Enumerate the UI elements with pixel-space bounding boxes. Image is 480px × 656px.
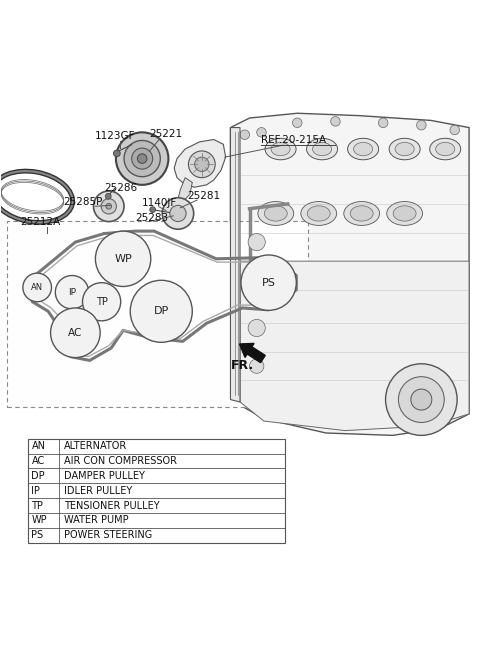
Text: REF.20-215A: REF.20-215A <box>262 135 326 146</box>
Circle shape <box>101 199 116 214</box>
Text: 25221: 25221 <box>149 129 182 139</box>
Circle shape <box>114 150 120 157</box>
Circle shape <box>94 191 124 222</box>
Text: IP: IP <box>68 288 76 297</box>
Text: POWER STEERING: POWER STEERING <box>64 530 153 541</box>
Circle shape <box>250 278 264 292</box>
Text: FR.: FR. <box>230 359 253 371</box>
Text: IP: IP <box>32 485 40 496</box>
Circle shape <box>292 118 302 127</box>
Text: 25212A: 25212A <box>21 217 61 228</box>
Circle shape <box>137 154 147 163</box>
Ellipse shape <box>307 138 337 160</box>
Ellipse shape <box>430 138 461 160</box>
Ellipse shape <box>265 138 296 160</box>
Polygon shape <box>230 127 240 402</box>
Circle shape <box>150 207 156 213</box>
Circle shape <box>170 205 186 222</box>
Circle shape <box>132 148 153 169</box>
Circle shape <box>116 133 168 185</box>
Ellipse shape <box>387 201 422 226</box>
Polygon shape <box>230 113 469 436</box>
Ellipse shape <box>350 206 373 221</box>
Circle shape <box>241 255 296 310</box>
Text: DP: DP <box>154 306 169 316</box>
Text: AIR CON COMPRESSOR: AIR CON COMPRESSOR <box>64 456 178 466</box>
Text: WP: WP <box>32 516 47 525</box>
Ellipse shape <box>301 201 336 226</box>
Circle shape <box>83 283 120 321</box>
Ellipse shape <box>395 142 414 155</box>
Ellipse shape <box>389 138 420 160</box>
Circle shape <box>240 130 250 140</box>
Text: PS: PS <box>262 277 276 288</box>
Ellipse shape <box>354 142 372 155</box>
Ellipse shape <box>436 142 455 155</box>
Circle shape <box>124 140 160 176</box>
Text: AN: AN <box>31 283 43 292</box>
Circle shape <box>248 234 265 251</box>
Circle shape <box>331 117 340 126</box>
Text: WATER PUMP: WATER PUMP <box>64 516 129 525</box>
Circle shape <box>385 364 457 436</box>
Circle shape <box>250 359 264 373</box>
Ellipse shape <box>264 206 287 221</box>
Text: TP: TP <box>96 297 108 307</box>
Ellipse shape <box>393 206 416 221</box>
Text: DP: DP <box>32 471 45 481</box>
Circle shape <box>106 203 112 209</box>
Circle shape <box>162 197 194 229</box>
Circle shape <box>417 121 426 130</box>
Polygon shape <box>240 261 469 430</box>
Text: IDLER PULLEY: IDLER PULLEY <box>64 485 132 496</box>
Ellipse shape <box>258 201 294 226</box>
Text: PS: PS <box>32 530 44 541</box>
Circle shape <box>195 157 209 171</box>
Circle shape <box>378 118 388 127</box>
Text: 1140JF: 1140JF <box>142 198 178 208</box>
Circle shape <box>130 280 192 342</box>
Circle shape <box>189 151 215 178</box>
Circle shape <box>257 127 266 137</box>
Text: DAMPER PULLEY: DAMPER PULLEY <box>64 471 145 481</box>
Text: AC: AC <box>68 328 83 338</box>
Circle shape <box>55 276 89 309</box>
Polygon shape <box>174 140 226 187</box>
Text: WP: WP <box>114 254 132 264</box>
Text: TP: TP <box>32 501 43 510</box>
Text: AN: AN <box>32 441 46 451</box>
Circle shape <box>23 273 51 302</box>
Ellipse shape <box>348 138 379 160</box>
Circle shape <box>411 389 432 410</box>
Text: 25285P: 25285P <box>63 197 103 207</box>
Text: 25286: 25286 <box>104 182 137 193</box>
Text: TENSIONER PULLEY: TENSIONER PULLEY <box>64 501 160 510</box>
FancyBboxPatch shape <box>28 439 285 543</box>
Text: ALTERNATOR: ALTERNATOR <box>64 441 128 451</box>
Circle shape <box>96 231 151 287</box>
Text: AC: AC <box>32 456 45 466</box>
Ellipse shape <box>312 142 332 155</box>
Ellipse shape <box>307 206 330 221</box>
Circle shape <box>50 308 100 358</box>
FancyBboxPatch shape <box>7 220 308 407</box>
FancyArrow shape <box>240 343 265 363</box>
Text: 25281: 25281 <box>188 191 221 201</box>
Text: 25283: 25283 <box>135 213 168 222</box>
Circle shape <box>398 377 444 422</box>
Circle shape <box>450 125 459 134</box>
Circle shape <box>106 194 111 199</box>
Circle shape <box>248 319 265 337</box>
Ellipse shape <box>344 201 380 226</box>
Polygon shape <box>178 178 192 201</box>
Text: 1123GF: 1123GF <box>95 131 135 142</box>
Ellipse shape <box>271 142 290 155</box>
